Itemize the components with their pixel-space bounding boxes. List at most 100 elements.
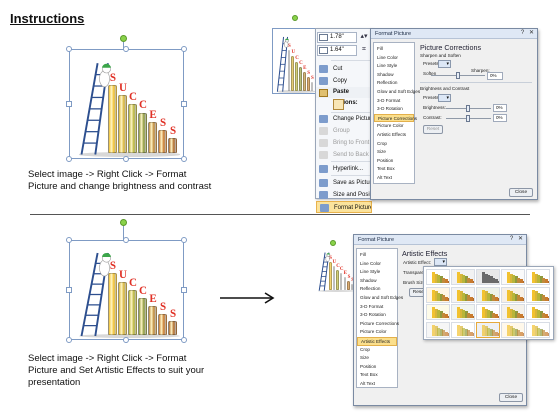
- nav-item-3-d-format[interactable]: 3-D Format: [377, 97, 401, 103]
- sharpen-slider-thumb[interactable]: [456, 72, 460, 79]
- crop-icon[interactable]: ⌗: [362, 46, 366, 53]
- artistic-effect-option[interactable]: [476, 269, 500, 285]
- width-field[interactable]: 1.64": [317, 45, 357, 56]
- reset-button[interactable]: Reset: [423, 125, 443, 134]
- resize-handle[interactable]: [66, 156, 72, 162]
- menu-item-change-picture[interactable]: Change Picture...: [316, 113, 372, 125]
- resize-handle[interactable]: [123, 46, 129, 52]
- resize-handle[interactable]: [66, 287, 72, 293]
- artistic-effect-option[interactable]: [526, 304, 550, 320]
- artistic-effect-option[interactable]: [476, 304, 500, 320]
- nav-item-line-color[interactable]: Line Color: [377, 54, 398, 60]
- rotate-handle[interactable]: [120, 35, 127, 42]
- resize-handle[interactable]: [181, 156, 187, 162]
- nav-item-3-d-rotation[interactable]: 3-D Rotation: [360, 312, 386, 318]
- height-spinner-icon[interactable]: ▴▾: [360, 33, 368, 40]
- resize-handle[interactable]: [181, 287, 187, 293]
- resize-handle[interactable]: [181, 101, 187, 107]
- artistic-effect-option[interactable]: [451, 304, 475, 320]
- nav-item-artistic-effects[interactable]: Artistic Effects: [377, 132, 407, 137]
- nav-item-fill[interactable]: Fill: [377, 46, 383, 51]
- menu-item-bring-to-front[interactable]: Bring to Front: [316, 137, 372, 149]
- menu-item-format-picture[interactable]: Format Picture...: [316, 201, 372, 213]
- resize-handle[interactable]: [181, 46, 187, 52]
- nav-item-reflection[interactable]: Reflection: [360, 286, 381, 292]
- nav-item-crop[interactable]: Crop: [377, 140, 387, 146]
- artistic-effect-option[interactable]: [526, 286, 550, 303]
- nav-item-glow-and-soft-edges[interactable]: Glow and Soft Edges: [377, 89, 421, 94]
- resize-handle[interactable]: [123, 156, 129, 162]
- resize-handle[interactable]: [66, 337, 72, 343]
- resize-handle[interactable]: [181, 337, 187, 343]
- nav-item-3-d-rotation[interactable]: 3-D Rotation: [377, 106, 403, 112]
- resize-handle[interactable]: [66, 237, 72, 243]
- nav-item-shadow[interactable]: Shadow: [377, 71, 394, 77]
- rotate-handle[interactable]: [120, 219, 127, 226]
- resize-handle[interactable]: [123, 337, 129, 343]
- menu-item-send-to-back[interactable]: Send to Back: [316, 149, 372, 161]
- artistic-effect-option[interactable]: [426, 269, 450, 285]
- artistic-effect-option[interactable]: [426, 304, 450, 320]
- nav-item-size[interactable]: Size: [360, 355, 369, 361]
- menu-item-size-and-position[interactable]: Size and Position...: [316, 189, 372, 201]
- nav-item-picture-corrections[interactable]: Picture Corrections: [360, 320, 400, 326]
- brightness-field[interactable]: 0%: [493, 104, 507, 112]
- nav-item-line-color[interactable]: Line Color: [360, 260, 381, 266]
- nav-item-picture-color[interactable]: Picture Color: [377, 123, 404, 129]
- close-icon[interactable]: ✕: [517, 236, 524, 242]
- nav-item-3-d-format[interactable]: 3-D Format: [360, 303, 384, 309]
- artistic-effect-option[interactable]: [501, 321, 525, 338]
- nav-item-alt-text[interactable]: Alt Text: [360, 381, 375, 386]
- artistic-effect-option[interactable]: [501, 269, 525, 285]
- artistic-effect-option[interactable]: [476, 286, 500, 303]
- nav-item-position[interactable]: Position: [360, 363, 377, 369]
- nav-item-position[interactable]: Position: [377, 157, 394, 163]
- nav-item-picture-color[interactable]: Picture Color: [360, 329, 387, 335]
- nav-item-size[interactable]: Size: [377, 149, 386, 155]
- nav-item-artistic-effects[interactable]: Artistic Effects: [357, 337, 397, 346]
- contrast-slider-thumb[interactable]: [466, 115, 470, 122]
- nav-item-text-box[interactable]: Text Box: [377, 166, 395, 172]
- menu-item-save-as-picture[interactable]: Save as Picture...: [316, 177, 372, 189]
- menu-item-group[interactable]: Group: [316, 125, 372, 137]
- artistic-effect-option[interactable]: [501, 286, 525, 303]
- close-button[interactable]: Close: [509, 188, 533, 197]
- nav-item-line-style[interactable]: Line Style: [360, 269, 381, 275]
- paste-option-button[interactable]: [333, 99, 344, 110]
- height-field[interactable]: 1.78": [317, 32, 357, 43]
- resize-handle[interactable]: [66, 46, 72, 52]
- artistic-effect-option[interactable]: [526, 321, 550, 338]
- resize-handle[interactable]: [123, 237, 129, 243]
- nav-item-shadow[interactable]: Shadow: [360, 277, 377, 283]
- close-icon[interactable]: ✕: [528, 30, 535, 36]
- sharpen-field[interactable]: 0%: [487, 72, 503, 80]
- artistic-effect-option[interactable]: [501, 304, 525, 320]
- nav-item-crop[interactable]: Crop: [360, 346, 370, 352]
- artistic-effect-option[interactable]: [451, 321, 475, 338]
- artistic-effect-option[interactable]: [526, 269, 550, 285]
- help-icon[interactable]: ?: [520, 30, 525, 36]
- menu-item-copy[interactable]: Copy: [316, 75, 372, 87]
- brightness-slider-thumb[interactable]: [466, 105, 470, 112]
- nav-item-fill[interactable]: Fill: [360, 252, 366, 257]
- nav-item-picture-corrections[interactable]: Picture Corrections: [374, 113, 417, 123]
- artistic-effect-dropdown[interactable]: ▾: [434, 258, 447, 266]
- nav-item-glow-and-soft-edges[interactable]: Glow and Soft Edges: [360, 295, 404, 300]
- resize-handle[interactable]: [66, 101, 72, 107]
- artistic-effect-option[interactable]: [426, 286, 450, 303]
- menu-item-cut[interactable]: Cut: [316, 63, 372, 75]
- artistic-effect-option[interactable]: [451, 286, 475, 303]
- close-button[interactable]: Close: [499, 393, 523, 402]
- contrast-field[interactable]: 0%: [493, 114, 507, 122]
- nav-item-text-box[interactable]: Text Box: [360, 372, 378, 378]
- nav-item-line-style[interactable]: Line Style: [377, 63, 398, 69]
- artistic-effect-option[interactable]: [426, 321, 450, 338]
- resize-handle[interactable]: [181, 237, 187, 243]
- artistic-effect-option[interactable]: [451, 269, 475, 285]
- menu-item-hyperlink[interactable]: Hyperlink...: [316, 163, 372, 175]
- artistic-effect-option[interactable]: [476, 321, 500, 338]
- sharpen-presets-dropdown[interactable]: ▾: [438, 60, 451, 68]
- brightness-presets-dropdown[interactable]: ▾: [438, 94, 451, 102]
